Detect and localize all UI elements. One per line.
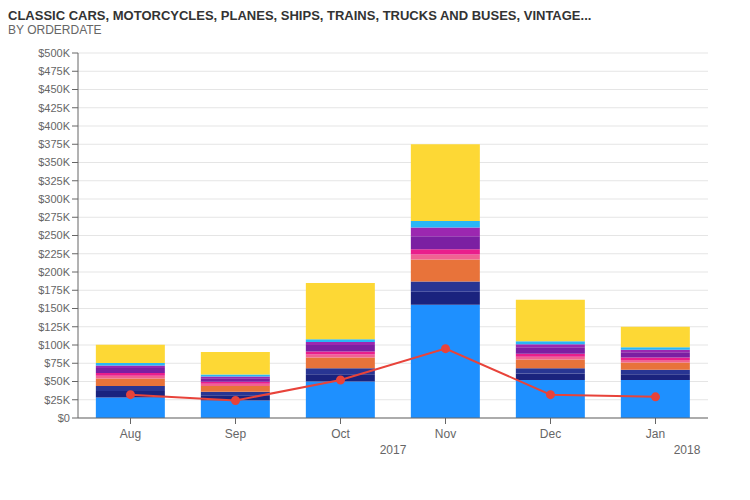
html-text:BY ORDERDATE: BY ORDERDATE <box>8 23 102 37</box>
svg-text:$450K: $450K <box>38 83 70 95</box>
svg-text:Oct: Oct <box>331 427 350 441</box>
svg-text:$0: $0 <box>58 412 70 424</box>
svg-text:Nov: Nov <box>435 427 456 441</box>
svg-text:$225K: $225K <box>38 248 70 260</box>
svg-text:$350K: $350K <box>38 156 70 168</box>
svg-text:$400K: $400K <box>38 120 70 132</box>
svg-text:$500K: $500K <box>38 47 70 59</box>
svg-text:$50K: $50K <box>44 375 70 387</box>
svg-text:Dec: Dec <box>540 427 561 441</box>
svg-text:Sep: Sep <box>225 427 247 441</box>
svg-text:$150K: $150K <box>38 302 70 314</box>
svg-text:$425K: $425K <box>38 102 70 114</box>
svg-text:$175K: $175K <box>38 284 70 296</box>
svg-text:Aug: Aug <box>120 427 141 441</box>
svg-text:$200K: $200K <box>38 266 70 278</box>
svg-text:$25K: $25K <box>44 394 70 406</box>
svg-text:$250K: $250K <box>38 229 70 241</box>
svg-text:2018: 2018 <box>674 443 701 457</box>
svg-text:$475K: $475K <box>38 65 70 77</box>
svg-text:$300K: $300K <box>38 193 70 205</box>
svg-text:2017: 2017 <box>380 443 407 457</box>
svg-text:$275K: $275K <box>38 211 70 223</box>
html-text:CLASSIC CARS, MOTORCYCLES, PLA: CLASSIC CARS, MOTORCYCLES, PLANES, SHIPS… <box>8 8 592 23</box>
svg-text:$325K: $325K <box>38 175 70 187</box>
svg-text:$125K: $125K <box>38 321 70 333</box>
svg-text:$100K: $100K <box>38 339 70 351</box>
svg-text:Jan: Jan <box>646 427 665 441</box>
svg-text:$75K: $75K <box>44 357 70 369</box>
svg-text:$375K: $375K <box>38 138 70 150</box>
